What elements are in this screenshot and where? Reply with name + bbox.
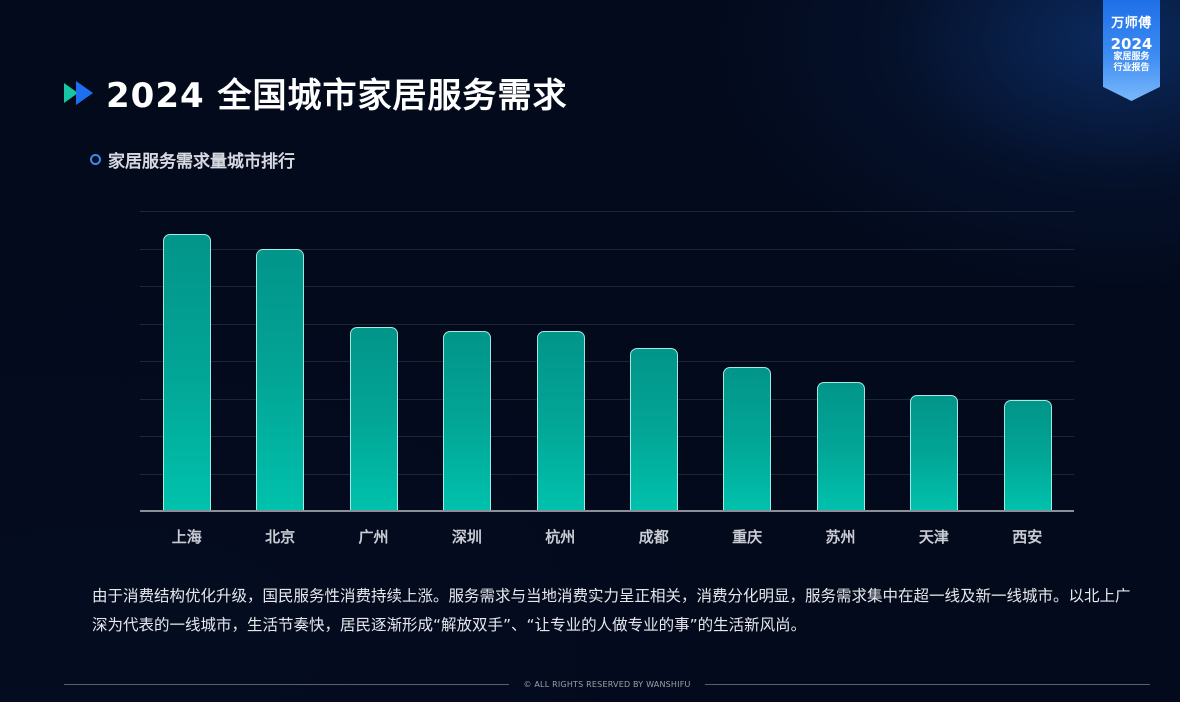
bar-slot bbox=[514, 211, 607, 511]
x-axis-label: 深圳 bbox=[451, 528, 482, 546]
badge-line-1: 家居服务 bbox=[1113, 52, 1150, 62]
footer: © ALL RIGHTS RESERVED BY WANSHIFU bbox=[64, 677, 1151, 691]
description-text: 由于消费结构优化升级，国民服务性消费持续上涨。服务需求与当地消费实力呈正相关，消… bbox=[92, 587, 1131, 634]
bar-slot bbox=[233, 211, 326, 511]
bar-slot bbox=[140, 211, 233, 511]
copyright-text: © ALL RIGHTS RESERVED BY WANSHIFU bbox=[523, 679, 691, 689]
footer-divider-right bbox=[704, 683, 1151, 685]
bar-广州 bbox=[349, 327, 398, 511]
x-axis-label: 北京 bbox=[265, 528, 296, 546]
grid-line bbox=[140, 473, 1074, 475]
section-header: 家居服务需求量城市排行 bbox=[90, 147, 295, 172]
brand-logo: 万师傅 bbox=[1111, 16, 1152, 31]
x-axis-label: 天津 bbox=[918, 528, 949, 546]
grid-line bbox=[140, 436, 1074, 437]
bar-slot bbox=[700, 211, 793, 511]
bar-深圳 bbox=[443, 331, 492, 511]
x-axis-label: 苏州 bbox=[825, 528, 856, 546]
circle-bullet-icon bbox=[90, 154, 101, 165]
bar-slot bbox=[607, 211, 700, 511]
x-axis-label: 上海 bbox=[171, 528, 202, 546]
chart-subtitle: 家居服务需求量城市排行 bbox=[108, 152, 295, 172]
bar-slot bbox=[420, 211, 513, 511]
grid-line bbox=[140, 323, 1074, 325]
bar-杭州 bbox=[536, 331, 585, 511]
page-title: 2024 全国城市家居服务需求 bbox=[106, 76, 568, 116]
badge-year: 2024 bbox=[1110, 35, 1153, 53]
x-axis-labels: 上海 北京 广州 深圳 杭州 成都 重庆 苏州 天津 西安 bbox=[140, 526, 1074, 548]
footer-divider-left bbox=[64, 683, 510, 685]
bar-slot bbox=[887, 211, 980, 511]
bar-slot bbox=[794, 211, 887, 511]
bar-series bbox=[140, 211, 1074, 511]
x-axis-label: 重庆 bbox=[732, 528, 763, 546]
grid-line bbox=[140, 211, 1074, 212]
bar-slot bbox=[327, 211, 420, 511]
grid-line bbox=[140, 361, 1074, 362]
x-axis-label: 成都 bbox=[638, 528, 669, 546]
bar-北京 bbox=[256, 248, 305, 511]
grid-line bbox=[140, 248, 1074, 250]
bar-重庆 bbox=[723, 366, 772, 511]
grid-line bbox=[140, 286, 1074, 287]
page-header: 2024 全国城市家居服务需求 bbox=[64, 68, 567, 117]
badge-line-2: 行业报告 bbox=[1113, 63, 1150, 73]
bar-西安 bbox=[1003, 400, 1052, 511]
x-axis-line bbox=[140, 510, 1074, 512]
double-play-icon bbox=[64, 80, 94, 105]
grid-line bbox=[140, 398, 1074, 400]
bar-上海 bbox=[163, 233, 211, 511]
x-axis-label: 广州 bbox=[358, 528, 389, 546]
x-axis-label: 西安 bbox=[1012, 528, 1043, 546]
report-badge: 万师傅 2024 家居服务 行业报告 bbox=[1103, 0, 1160, 101]
bar-chart bbox=[140, 211, 1074, 512]
bar-slot bbox=[981, 211, 1074, 511]
bar-成都 bbox=[630, 347, 678, 511]
bar-天津 bbox=[910, 394, 959, 511]
bar-苏州 bbox=[816, 381, 865, 511]
x-axis-label: 杭州 bbox=[545, 528, 576, 546]
